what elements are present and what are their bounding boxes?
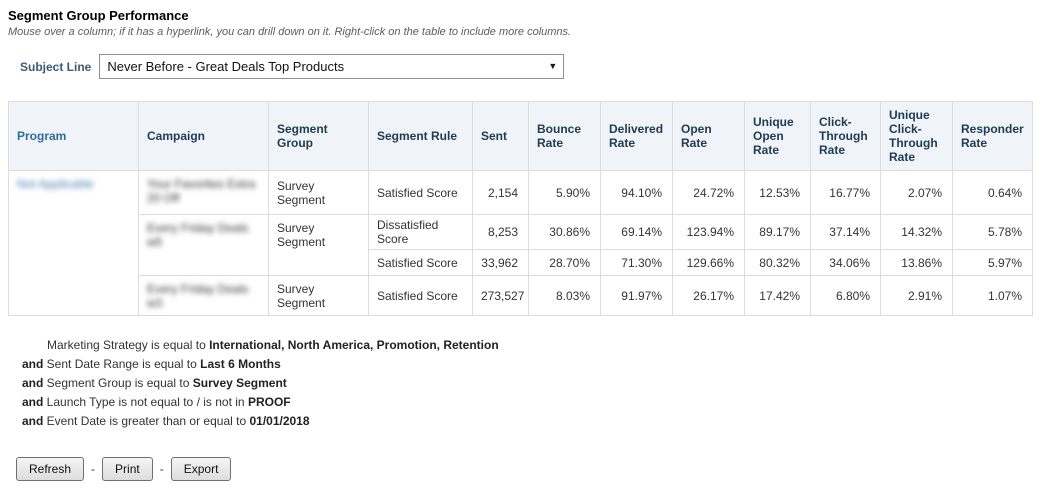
bounce-rate-cell: 8.03% (528, 275, 601, 316)
column-header-segment-group: Segment Group (268, 101, 369, 171)
action-bar: Refresh - Print - Export (16, 457, 1035, 481)
table-row: Every Friday Deals w5 Survey Segment Dis… (9, 214, 1033, 276)
criteria-label: Sent Date Range is equal to (43, 357, 201, 371)
criteria-conjunction: and (22, 376, 44, 390)
delivered-rate-cell: 91.97% (600, 275, 673, 316)
open-rate-cell: 123.94% (672, 214, 745, 250)
open-rate-cell: 26.17% (672, 275, 745, 316)
chevron-down-icon[interactable]: ▼ (548, 61, 558, 71)
button-separator: - (91, 462, 96, 476)
subject-line-select[interactable]: Never Before - Great Deals Top Products … (99, 54, 565, 79)
open-rate-cell: 24.72% (672, 170, 745, 215)
unique-click-through-rate-cell: 2.91% (880, 275, 953, 316)
criteria-line: and Launch Type is not equal to / is not… (22, 393, 1035, 412)
click-through-rate-cell: 16.77% (810, 170, 881, 215)
subject-line-prompt: Subject Line Never Before - Great Deals … (20, 54, 1035, 79)
criteria-line: and Segment Group is equal to Survey Seg… (22, 374, 1035, 393)
column-header-sent: Sent (472, 101, 529, 171)
click-through-rate-cell: 6.80% (810, 275, 881, 316)
subject-line-selected-value: Never Before - Great Deals Top Products (107, 59, 345, 74)
criteria-line: and Sent Date Range is equal to Last 6 M… (22, 355, 1035, 374)
unique-click-through-rate-cell: 2.07% (880, 170, 953, 215)
column-header-bounce-rate: Bounce Rate (528, 101, 601, 171)
subject-line-label: Subject Line (20, 59, 92, 74)
criteria-line: Marketing Strategy is equal to Internati… (22, 336, 1035, 355)
export-button[interactable]: Export (170, 457, 232, 481)
segment-rule-cell: Satisfied Score (368, 275, 473, 316)
segment-performance-table[interactable]: Program Campaign Segment Group Segment R… (8, 101, 1033, 316)
sent-cell: 33,962 (472, 249, 529, 276)
segment-rule-cell: Satisfied Score (368, 170, 473, 215)
criteria-line: and Event Date is greater than or equal … (22, 412, 1035, 431)
criteria-label: Segment Group is equal to (43, 376, 193, 390)
criteria-value: Last 6 Months (200, 357, 281, 371)
unique-open-rate-cell: 12.53% (744, 170, 811, 215)
unique-click-through-rate-cell: 13.86% (880, 249, 953, 276)
unique-click-through-rate-cell: 14.32% (880, 214, 953, 250)
criteria-conjunction: and (22, 357, 44, 371)
program-cell[interactable]: Not Applicable (8, 170, 139, 316)
campaign-name: Every Friday Deals w5 (147, 221, 249, 249)
responder-rate-cell: 1.07% (952, 275, 1033, 316)
delivered-rate-cell: 94.10% (600, 170, 673, 215)
bounce-rate-cell: 5.90% (528, 170, 601, 215)
campaign-name: Your Favorites Extra 20 Off (147, 177, 256, 205)
unique-open-rate-cell: 89.17% (744, 214, 811, 250)
refresh-button[interactable]: Refresh (16, 457, 85, 481)
sent-cell: 8,253 (472, 214, 529, 250)
column-header-open-rate: Open Rate (672, 101, 745, 171)
header-row: Program Campaign Segment Group Segment R… (8, 101, 1033, 171)
column-header-campaign: Campaign (138, 101, 269, 171)
column-header-program[interactable]: Program (8, 101, 139, 171)
responder-rate-cell: 5.78% (952, 214, 1033, 250)
criteria-label: Marketing Strategy is equal to (47, 338, 210, 352)
campaign-name: Every Friday Deals w3 (147, 282, 249, 310)
bounce-rate-cell: 30.86% (528, 214, 601, 250)
click-through-rate-cell: 34.06% (810, 249, 881, 276)
criteria-conjunction: and (22, 414, 44, 428)
bounce-rate-cell: 28.70% (528, 249, 601, 276)
column-header-unique-click-through-rate: Unique Click-Through Rate (880, 101, 953, 171)
criteria-conjunction: and (22, 395, 44, 409)
criteria-value: Survey Segment (192, 376, 287, 390)
responder-rate-cell: 5.97% (952, 249, 1033, 276)
program-link[interactable]: Not Applicable (17, 177, 94, 191)
segment-group-cell: Survey Segment (268, 275, 369, 316)
criteria-value: International, North America, Promotion,… (209, 338, 499, 352)
segment-rule-cell: Satisfied Score (368, 249, 473, 276)
segment-group-cell: Survey Segment (268, 170, 369, 215)
table-row: Every Friday Deals w3 Survey Segment Sat… (9, 275, 1033, 316)
column-header-unique-open-rate: Unique Open Rate (744, 101, 811, 171)
table-row: Satisfied Score 33,962 28.70% 71.30% 129… (9, 249, 1033, 276)
page-subtitle: Mouse over a column; if it has a hyperli… (8, 26, 572, 38)
column-header-delivered-rate: Delivered Rate (600, 101, 673, 171)
column-header-click-through-rate: Click-Through Rate (810, 101, 881, 171)
criteria-value: 01/01/2018 (249, 414, 310, 428)
criteria-label: Event Date is greater than or equal to (43, 414, 250, 428)
click-through-rate-cell: 37.14% (810, 214, 881, 250)
open-rate-cell: 129.66% (672, 249, 745, 276)
print-button[interactable]: Print (102, 457, 153, 481)
criteria-label: Launch Type is not equal to / is not in (43, 395, 248, 409)
campaign-cell: Every Friday Deals w3 (138, 275, 269, 316)
page-title: Segment Group Performance (8, 8, 189, 23)
responder-rate-cell: 0.64% (952, 170, 1033, 215)
campaign-cell: Your Favorites Extra 20 Off (138, 170, 269, 215)
campaign-cell: Every Friday Deals w5 (138, 214, 269, 276)
unique-open-rate-cell: 17.42% (744, 275, 811, 316)
unique-open-rate-cell: 80.32% (744, 249, 811, 276)
button-separator: - (159, 462, 164, 476)
segment-rule-cell: Dissatisfied Score (368, 214, 473, 250)
sent-cell: 273,527 (472, 275, 529, 316)
delivered-rate-cell: 71.30% (600, 249, 673, 276)
delivered-rate-cell: 69.14% (600, 214, 673, 250)
column-header-segment-rule: Segment Rule (368, 101, 473, 171)
criteria-value: PROOF (247, 395, 291, 409)
sent-cell: 2,154 (472, 170, 529, 215)
column-header-responder-rate: Responder Rate (952, 101, 1033, 171)
segment-group-cell: Survey Segment (268, 214, 369, 276)
table-row: Not Applicable Your Favorites Extra 20 O… (8, 170, 1033, 316)
filter-criteria: Marketing Strategy is equal to Internati… (22, 336, 1035, 431)
